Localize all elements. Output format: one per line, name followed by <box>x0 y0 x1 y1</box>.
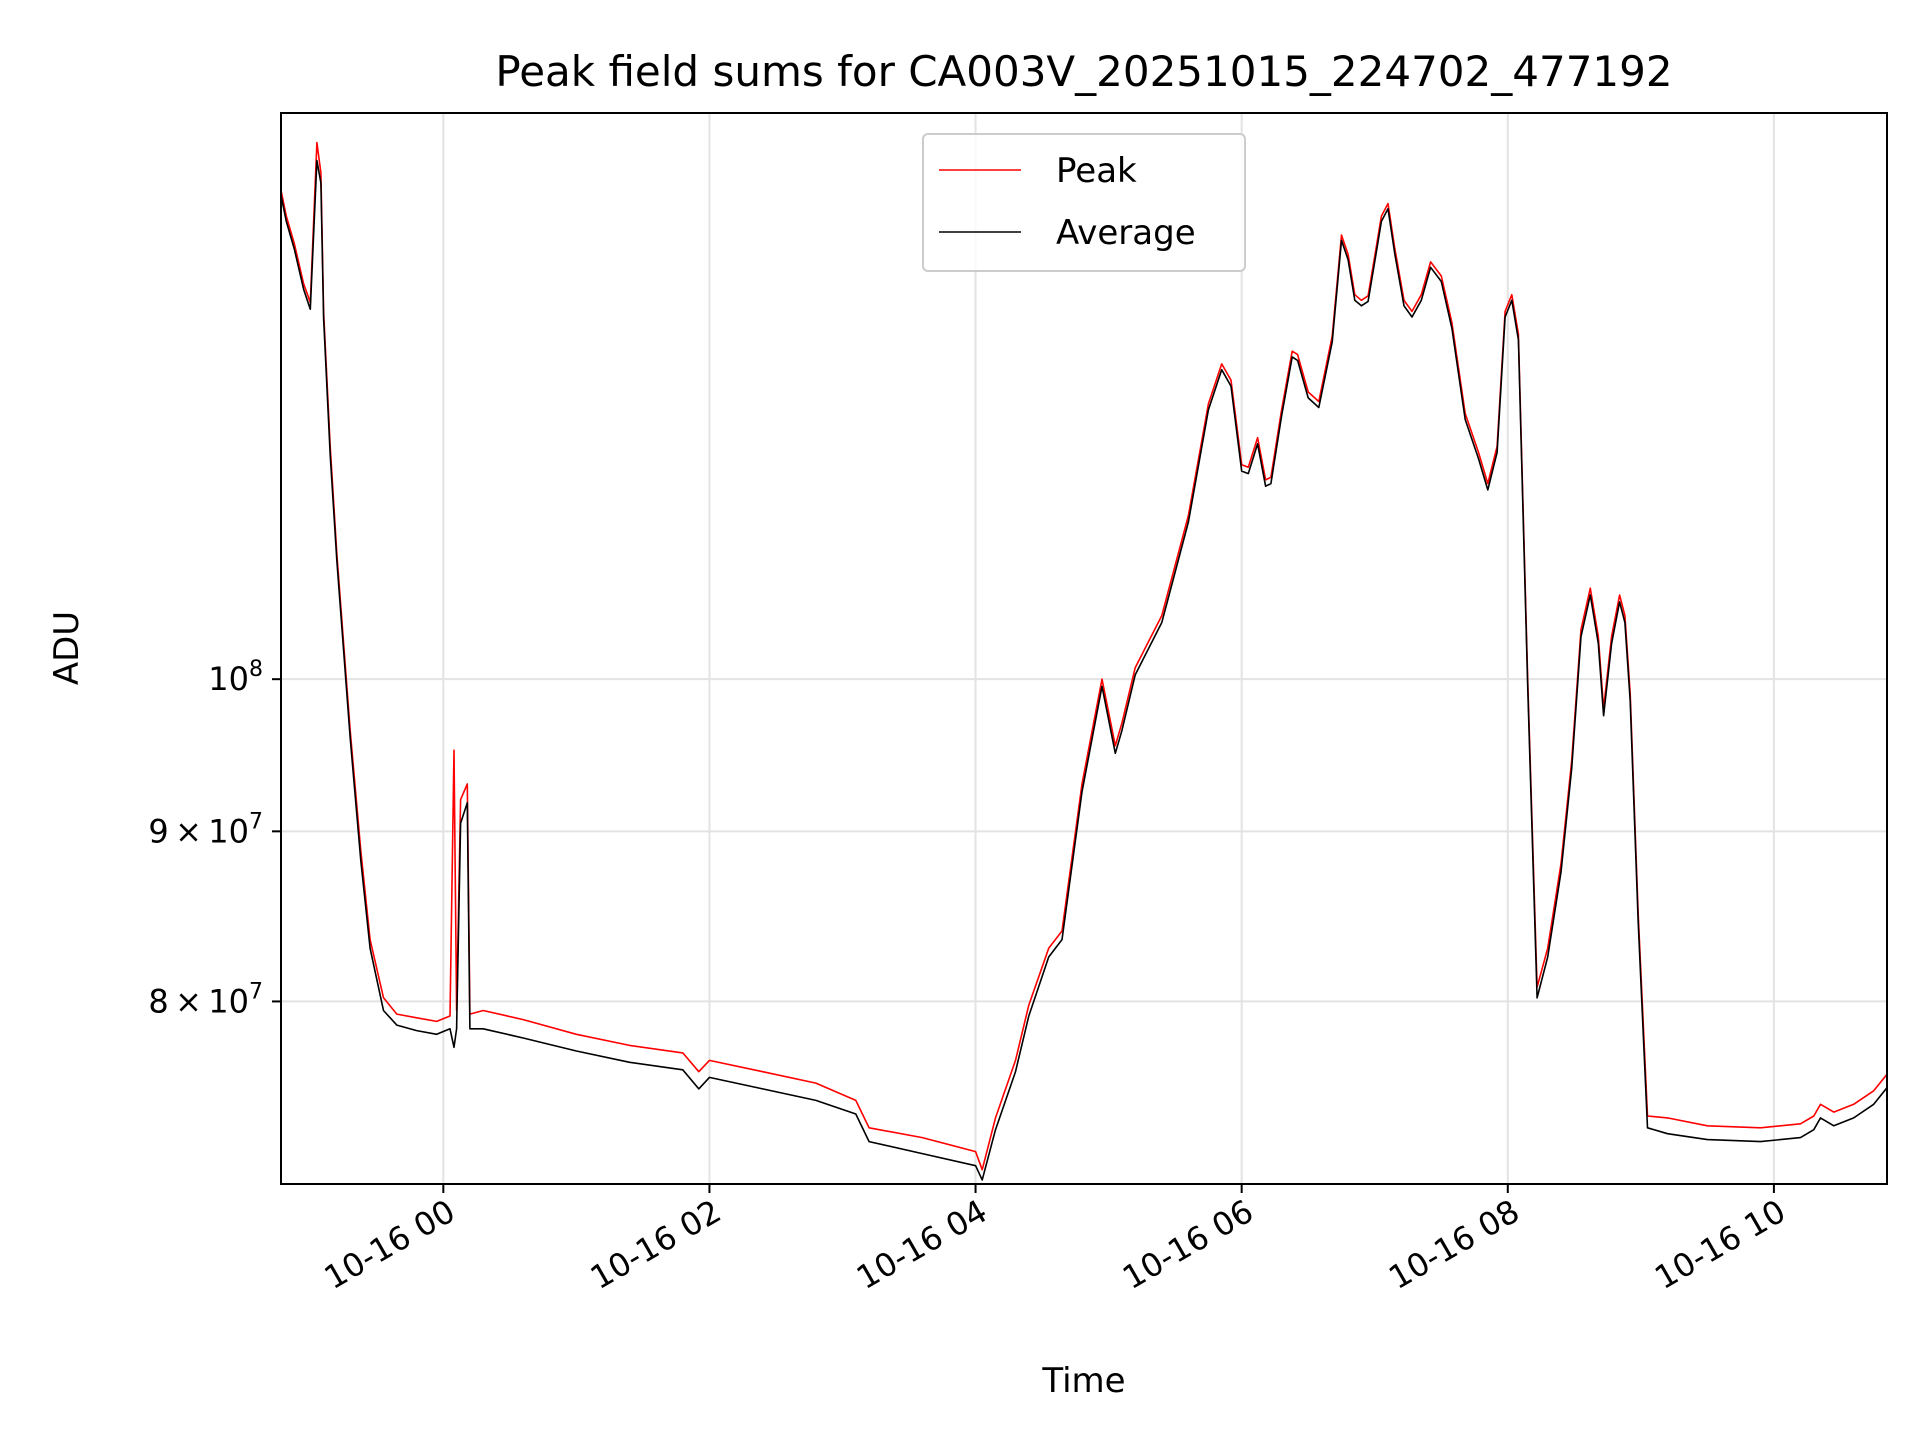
legend-label-average: Average <box>1056 213 1196 253</box>
series-layer <box>281 141 1887 1181</box>
series-line-average <box>281 159 1887 1181</box>
grid <box>281 113 1887 1184</box>
legend-box <box>922 133 1246 272</box>
y-tick-label: 8 × 107 <box>148 979 263 1020</box>
legend: Peak Average <box>922 133 1246 272</box>
legend-label-peak: Peak <box>1056 151 1137 191</box>
y-tick-label: 9 × 107 <box>148 809 263 850</box>
series-line-peak <box>281 141 1887 1171</box>
plot-frame <box>280 112 1888 1185</box>
chart-title: Peak field sums for CA003V_20251015_2247… <box>495 47 1672 96</box>
x-axis-label: Time <box>1041 1361 1125 1401</box>
y-axis-label: ADU <box>47 611 87 685</box>
